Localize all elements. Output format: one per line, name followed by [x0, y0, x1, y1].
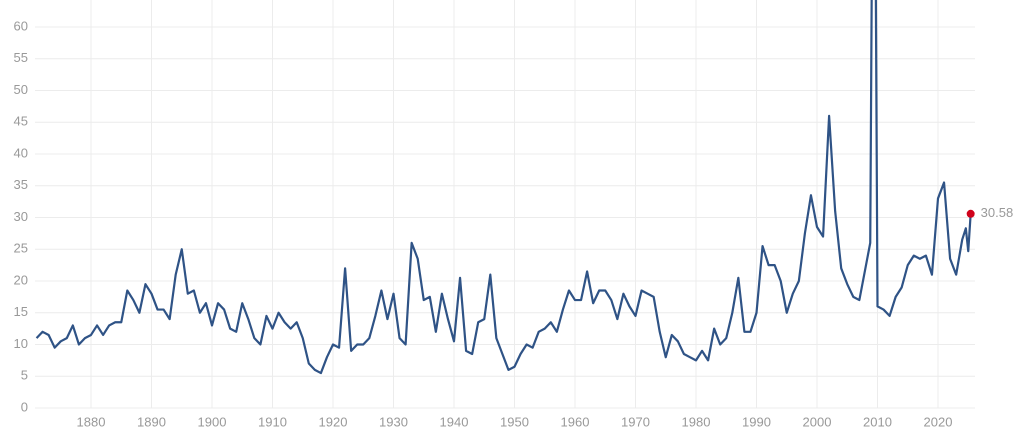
last-point [966, 209, 975, 218]
x-tick-label: 1940 [440, 414, 469, 429]
x-tick-label: 1910 [258, 414, 287, 429]
x-tick-label: 1950 [500, 414, 529, 429]
x-tick-label: 1980 [682, 414, 711, 429]
x-tick-label: 1930 [379, 414, 408, 429]
x-tick-label: 2000 [803, 414, 832, 429]
x-tick-label: 1990 [742, 414, 771, 429]
x-tick-label: 2020 [924, 414, 953, 429]
y-tick-label: 60 [14, 18, 28, 33]
y-tick-label: 5 [21, 368, 28, 383]
y-tick-label: 35 [14, 177, 28, 192]
x-tick-label: 1960 [561, 414, 590, 429]
x-tick-label: 1890 [137, 414, 166, 429]
y-tick-label: 45 [14, 114, 28, 129]
x-tick-label: 1970 [621, 414, 650, 429]
series-line [35, 0, 972, 375]
x-tick-label: 1900 [198, 414, 227, 429]
y-tick-label: 55 [14, 50, 28, 65]
y-tick-label: 25 [14, 241, 28, 256]
y-tick-label: 0 [21, 399, 28, 414]
y-tick-label: 20 [14, 272, 28, 287]
x-tick-label: 2010 [863, 414, 892, 429]
y-tick-label: 30 [14, 209, 28, 224]
x-tick-label: 1920 [319, 414, 348, 429]
y-tick-label: 40 [14, 145, 28, 160]
y-tick-label: 10 [14, 336, 28, 351]
x-tick-label: 1880 [77, 414, 106, 429]
y-tick-label: 15 [14, 304, 28, 319]
y-tick-label: 50 [14, 82, 28, 97]
last-value-label: 30.58 [981, 205, 1014, 220]
plot-area [35, 0, 972, 375]
